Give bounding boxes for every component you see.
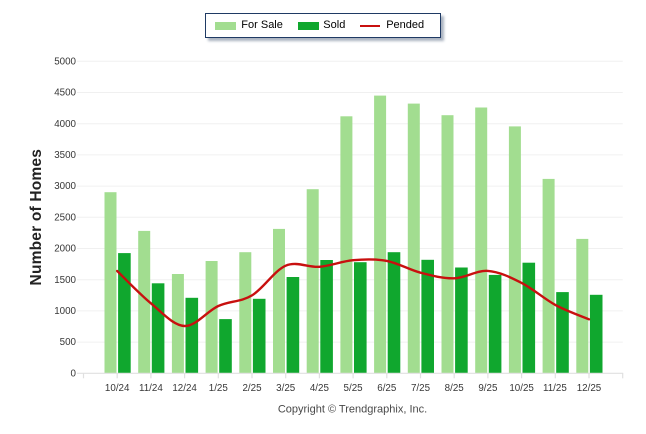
svg-text:10/25: 10/25: [509, 383, 534, 394]
svg-text:Number of Homes: Number of Homes: [28, 149, 45, 286]
svg-text:8/25: 8/25: [445, 383, 465, 394]
svg-text:0: 0: [71, 368, 77, 379]
svg-text:3/25: 3/25: [276, 383, 296, 394]
svg-text:4000: 4000: [54, 119, 76, 130]
svg-text:4/25: 4/25: [310, 383, 330, 394]
svg-text:11/25: 11/25: [543, 383, 567, 394]
svg-text:2/25: 2/25: [242, 383, 262, 394]
svg-text:6/25: 6/25: [377, 383, 397, 394]
svg-text:12/24: 12/24: [172, 383, 197, 394]
svg-text:4500: 4500: [54, 88, 76, 99]
svg-text:11/24: 11/24: [139, 383, 163, 394]
svg-text:12/25: 12/25: [577, 383, 602, 394]
svg-text:1/25: 1/25: [209, 383, 229, 394]
svg-text:5/25: 5/25: [344, 383, 364, 394]
svg-text:2500: 2500: [54, 212, 76, 223]
svg-text:9/25: 9/25: [478, 383, 498, 394]
svg-text:7/25: 7/25: [411, 383, 431, 394]
svg-text:500: 500: [60, 337, 77, 348]
svg-text:Copyright © Trendgraphix, Inc.: Copyright © Trendgraphix, Inc.: [278, 403, 427, 415]
svg-text:10/24: 10/24: [105, 383, 130, 394]
svg-text:3000: 3000: [54, 181, 76, 192]
svg-text:2000: 2000: [54, 244, 76, 255]
svg-text:5000: 5000: [54, 56, 76, 67]
svg-text:1000: 1000: [54, 306, 76, 317]
svg-text:1500: 1500: [54, 275, 76, 286]
svg-text:3500: 3500: [54, 150, 76, 161]
